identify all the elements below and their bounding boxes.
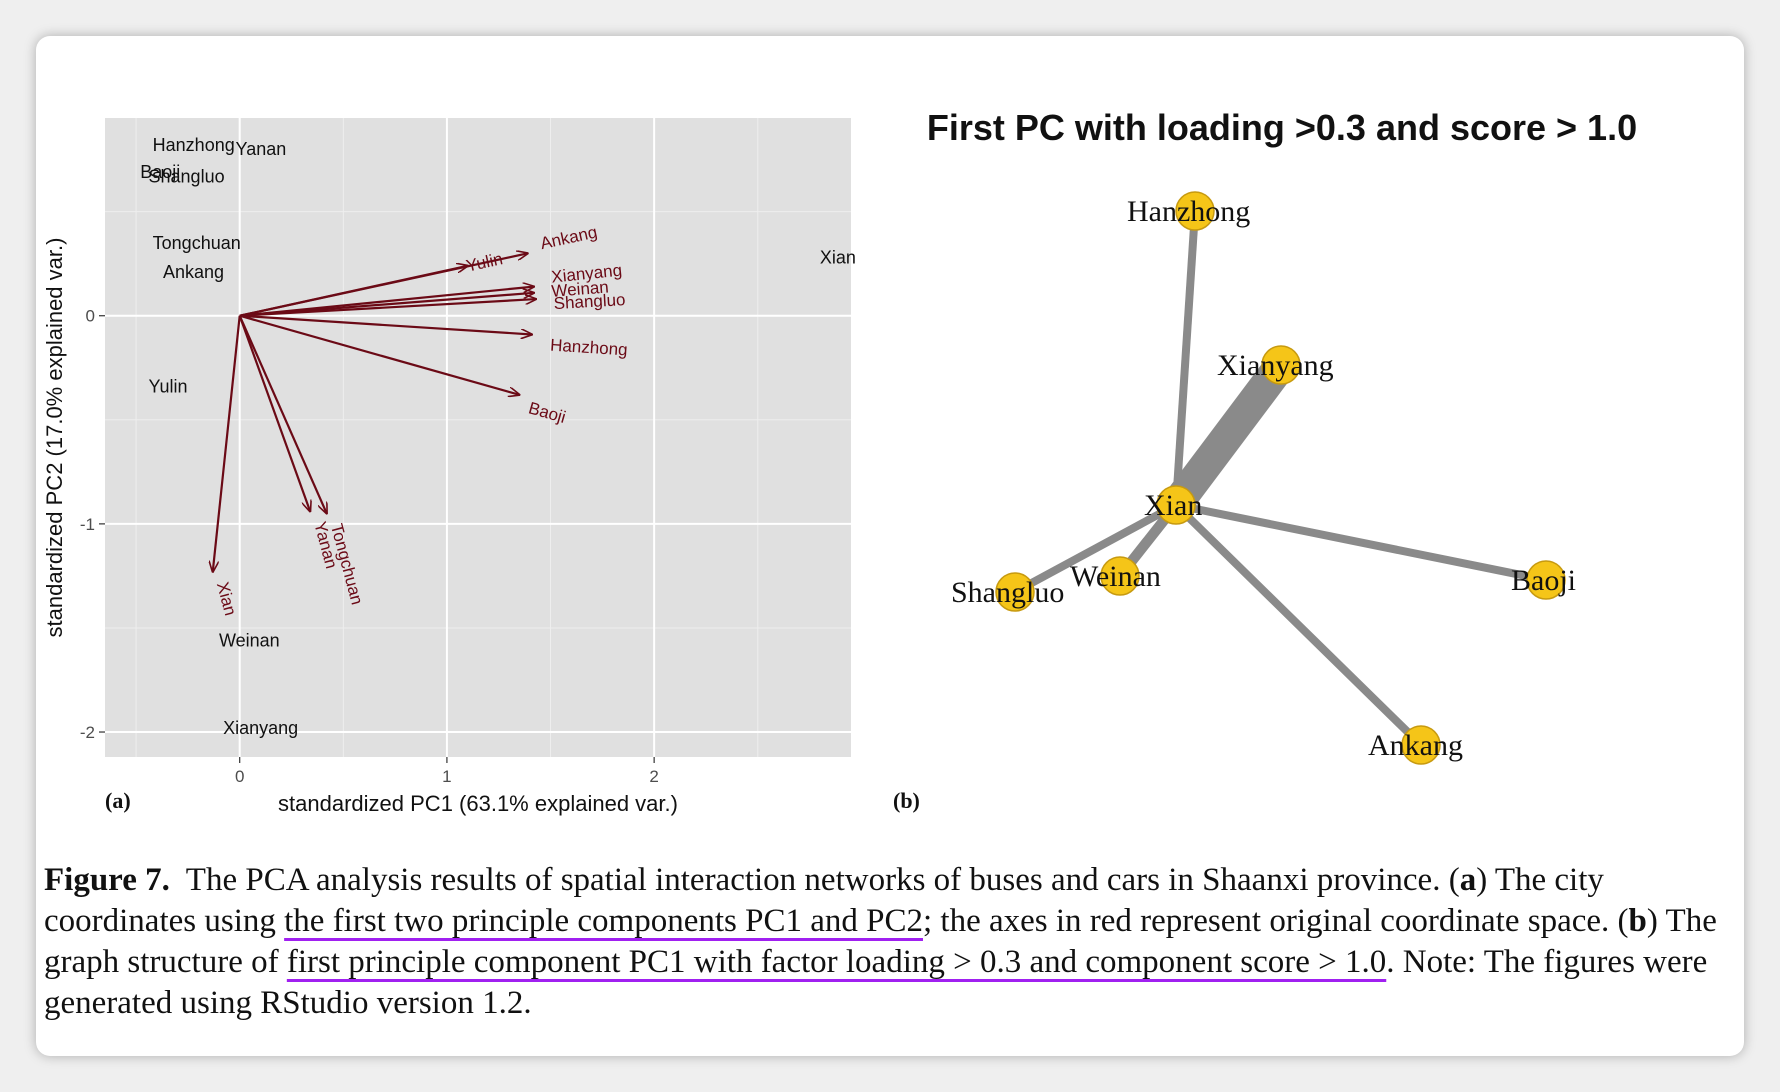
network-title: First PC with loading >0.3 and score > 1… — [927, 107, 1637, 148]
node-baoji — [1526, 560, 1566, 600]
caption-text-3: ; the axes in red represent original coo… — [922, 903, 1629, 939]
caption-figure-label: Figure 7. — [44, 862, 170, 898]
x-tick-label: 2 — [649, 767, 658, 786]
caption-underline-1: the first two principle components PC1 a… — [284, 903, 923, 939]
loading-arrow-ankang — [239, 253, 528, 317]
loading-arrow-tongchuan — [238, 315, 327, 514]
node-weinan — [1100, 556, 1140, 596]
caption-text-5: . Note: The figures were generated using… — [44, 944, 1708, 1021]
panel-b-label: (b) — [893, 788, 920, 813]
y-tick-label: -1 — [80, 515, 95, 534]
figure-caption: Figure 7. The PCA analysis results of sp… — [44, 860, 1724, 1024]
caption-b-label: b — [1628, 903, 1647, 939]
score-label-xianyang: Xianyang — [223, 718, 298, 738]
panel-a-biplot: 0 1 2 0 -1 -2 standardized PC1 (63.1% explaine… — [42, 118, 856, 816]
node-label-weinan: Weinan — [1070, 560, 1161, 593]
loading-arrow-hanzhong — [239, 314, 532, 335]
node-shangluo — [995, 572, 1035, 612]
plot-background — [105, 118, 851, 757]
node-hanzhong — [1175, 191, 1215, 231]
node-xianyang — [1261, 345, 1301, 385]
score-label-hanzhong: Hanzhong — [153, 135, 235, 155]
score-label-weinan: Weinan — [219, 630, 280, 650]
node-label-xianyang: Xianyang — [1217, 349, 1334, 382]
edge-xian-hanzhong — [1172, 210, 1199, 506]
y-tick-label: 0 — [86, 307, 95, 326]
caption-text-1: The PCA analysis results of spatial inte… — [185, 862, 1460, 898]
loading-arrow-shangluo — [239, 299, 536, 317]
panel-a-label: (a) — [105, 788, 131, 813]
caption-underline-2: first principle component PC1 with facto… — [286, 944, 1387, 980]
score-label-tongchuan: Tongchuan — [153, 233, 241, 253]
score-label-yanan: Yanan — [236, 139, 287, 159]
score-label-xian: Xian — [820, 247, 856, 267]
caption-text-4: ) The graph structure of — [44, 903, 1717, 980]
score-label-ankang: Ankang — [163, 262, 224, 282]
node-label-hanzhong: Hanzhong — [1127, 195, 1250, 228]
loading-label-shangluo: Shangluo — [553, 290, 626, 313]
y-axis-label: standardized PC2 (17.0% explained var.) — [42, 238, 67, 638]
node-label-baoji: Baoji — [1511, 564, 1576, 597]
score-label-shangluo: Shangluo — [149, 166, 225, 186]
node-ankang — [1401, 725, 1441, 765]
node-label-xian: Xian — [1144, 489, 1202, 522]
x-tick-label: 1 — [442, 767, 451, 786]
loading-label-hanzhong: Hanzhong — [550, 336, 629, 360]
loading-arrow-yanan — [238, 315, 310, 512]
node-xian — [1156, 485, 1196, 525]
x-tick-label: 0 — [235, 767, 244, 786]
caption-text-2: ) The city coordinates using — [44, 862, 1604, 939]
loading-label-weinan: Weinan — [551, 277, 610, 300]
score-label-yulin: Yulin — [149, 377, 188, 397]
score-label-baoji: Baoji — [140, 162, 180, 182]
edge-xian-xianyang — [1163, 355, 1294, 515]
edge-xian-ankang — [1173, 502, 1424, 748]
node-label-ankang: Ankang — [1368, 729, 1463, 762]
edge-xian-shangluo — [1013, 501, 1178, 596]
caption-a-label: a — [1459, 862, 1477, 898]
edge-xian-baoji — [1175, 501, 1547, 584]
loading-arrow-xian — [213, 315, 241, 572]
loading-arrow-baoji — [239, 314, 520, 395]
node-label-shangluo: Shangluo — [951, 576, 1064, 609]
y-tick-label: -2 — [80, 723, 95, 742]
panel-b-network: First PC with loading >0.3 and score > 1… — [893, 107, 1637, 813]
x-axis-label: standardized PC1 (63.1% explained var.) — [278, 791, 678, 816]
